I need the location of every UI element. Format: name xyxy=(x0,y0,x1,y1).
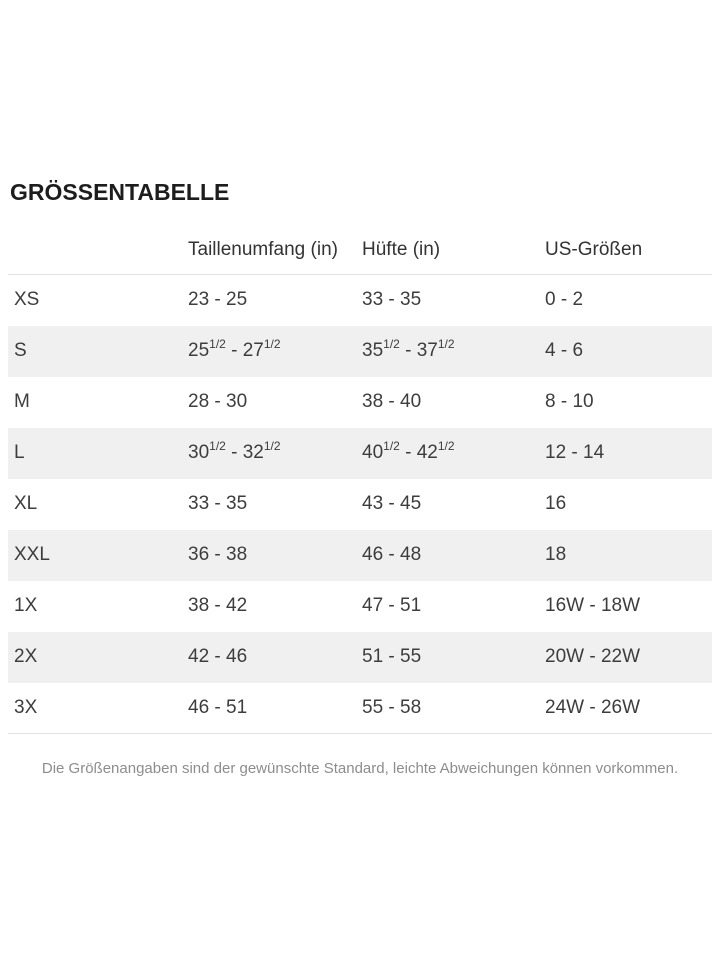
hips-cell: 55 - 58 xyxy=(362,682,545,734)
size-cell: XS xyxy=(14,289,40,311)
waist-cell: 23 - 25 xyxy=(188,289,248,311)
hips-cell: 43 - 45 xyxy=(362,493,422,514)
hips-cell: 351/2 - 371/2 xyxy=(362,336,455,361)
waist-cell: 251/2 - 271/2 xyxy=(188,336,281,361)
hips-cell: 33 - 35 xyxy=(362,289,422,311)
waist-cell: 36 - 38 xyxy=(188,544,248,565)
table-header-row: Taillenumfang (in) Hüfte (in) US-Größen xyxy=(8,239,712,275)
table-row: L 301/2 - 321/2 401/2 - 421/2 12 - 14 xyxy=(8,427,712,479)
size-cell: 3X xyxy=(8,682,188,734)
table-body: XS 23 - 25 33 - 35 0 - 2 S 251/2 - 271/2 351/2… xyxy=(8,275,712,734)
us-size-cell: 4 - 6 xyxy=(545,340,584,361)
size-cell: XL xyxy=(14,493,38,514)
us-size-cell: 8 - 10 xyxy=(545,391,594,412)
hips-cell: 46 - 48 xyxy=(362,544,422,565)
size-cell: S xyxy=(14,340,27,361)
table-row: XXL 36 - 38 46 - 48 18 xyxy=(8,529,712,581)
us-size-cell: 16 xyxy=(545,493,567,514)
table-row: M 28 - 30 38 - 40 8 - 10 xyxy=(8,377,712,428)
table-row: XS 23 - 25 33 - 35 0 - 2 xyxy=(8,275,712,326)
waist-cell: 301/2 - 321/2 xyxy=(188,438,281,463)
hips-cell: 401/2 - 421/2 xyxy=(362,438,455,463)
table-row: 1X 38 - 42 47 - 51 16W - 18W xyxy=(8,581,712,632)
table-row: 2X 42 - 46 51 - 55 20W - 22W xyxy=(8,631,712,683)
size-chart-section: GRÖSSENTABELLE Taillenumfang (in) Hüfte … xyxy=(8,179,712,777)
footnote: Die Größenangaben sind der gewünschte St… xyxy=(41,760,679,777)
waist-cell: 33 - 35 xyxy=(188,493,248,514)
table-row: S 251/2 - 271/2 351/2 - 371/2 4 - 6 xyxy=(8,325,712,377)
column-header-us-sizes: US-Größen xyxy=(545,239,712,275)
hips-cell: 51 - 55 xyxy=(362,646,422,667)
table-row: 3X 46 - 51 55 - 58 24W - 26W xyxy=(8,682,712,734)
waist-cell: 46 - 51 xyxy=(188,682,362,734)
size-cell: L xyxy=(14,442,25,463)
waist-cell: 28 - 30 xyxy=(188,391,248,412)
us-size-cell: 12 - 14 xyxy=(545,442,605,463)
us-size-cell: 24W - 26W xyxy=(545,682,712,734)
us-size-cell: 0 - 2 xyxy=(545,289,584,311)
size-cell: 2X xyxy=(14,646,38,667)
hips-cell: 38 - 40 xyxy=(362,391,422,412)
waist-cell: 42 - 46 xyxy=(188,646,248,667)
column-header-size xyxy=(8,239,188,275)
table-row: XL 33 - 35 43 - 45 16 xyxy=(8,479,712,530)
us-size-cell: 16W - 18W xyxy=(545,595,641,616)
column-header-waist: Taillenumfang (in) xyxy=(188,239,362,275)
us-size-cell: 20W - 22W xyxy=(545,646,641,667)
column-header-hips: Hüfte (in) xyxy=(362,239,545,275)
size-cell: XXL xyxy=(14,544,50,565)
hips-cell: 47 - 51 xyxy=(362,595,422,616)
waist-cell: 38 - 42 xyxy=(188,595,248,616)
us-size-cell: 18 xyxy=(545,544,567,565)
page-title: GRÖSSENTABELLE xyxy=(10,179,230,205)
size-cell: M xyxy=(14,391,30,412)
size-cell: 1X xyxy=(14,595,38,616)
size-chart-table: Taillenumfang (in) Hüfte (in) US-Größen … xyxy=(8,239,712,734)
